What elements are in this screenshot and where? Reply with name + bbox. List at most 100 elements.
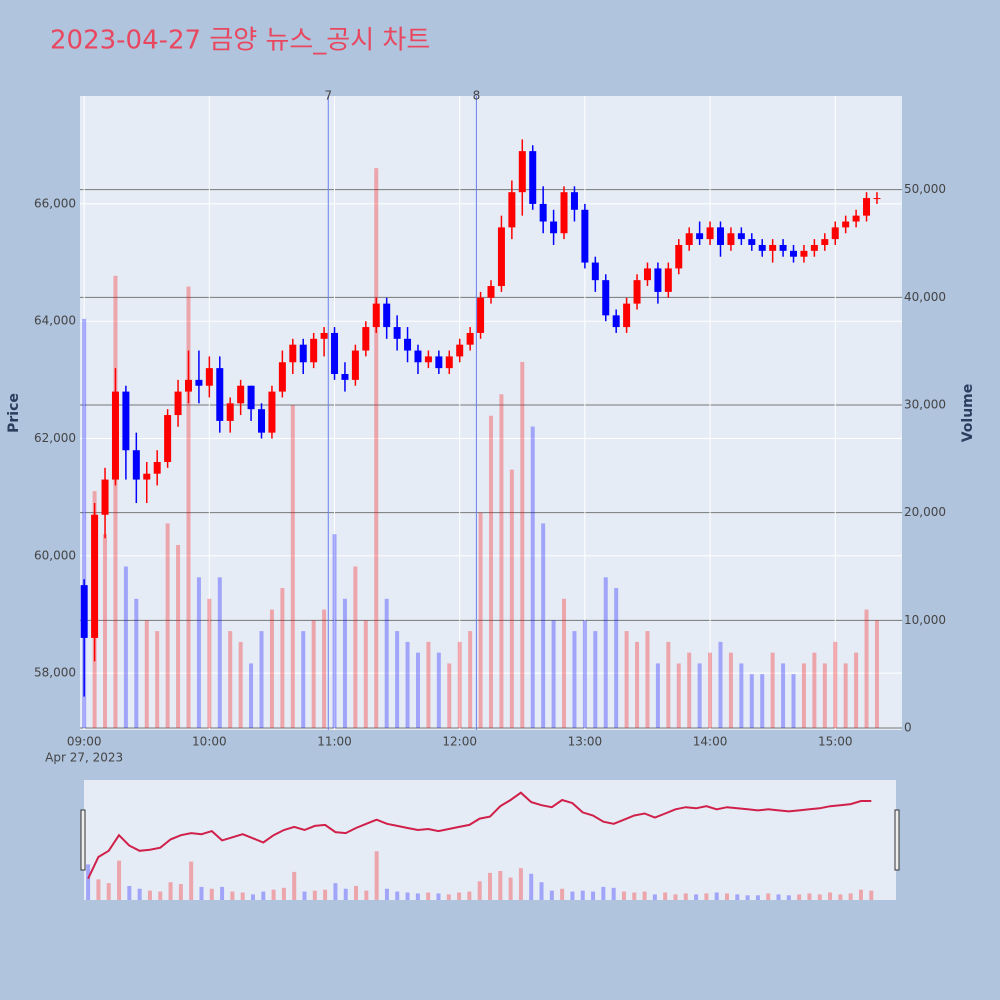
mini-volume-bar: [405, 892, 410, 900]
y-tick-label: 66,000: [34, 196, 76, 210]
candle-body: [633, 280, 641, 304]
mini-volume-bar: [663, 892, 668, 900]
y-tick-label: 60,000: [34, 548, 76, 562]
candle-body: [237, 385, 245, 404]
volume-bar: [238, 641, 243, 728]
candle-body: [727, 233, 735, 245]
candle-body: [873, 198, 881, 200]
range-slider[interactable]: [84, 780, 896, 900]
y2-tick-label: 10,000: [904, 613, 946, 627]
volume-bar: [874, 620, 879, 728]
candle-body: [226, 403, 234, 421]
volume-bar: [791, 674, 796, 728]
candle-body: [497, 227, 505, 287]
y2-tick-label: 50,000: [904, 182, 946, 196]
volume-bar: [353, 566, 358, 728]
mini-volume-bar: [601, 886, 606, 900]
mini-volume-bar: [158, 891, 163, 900]
mini-volume-bar: [766, 893, 771, 900]
mini-volume-bar: [395, 891, 400, 900]
range-handle[interactable]: [80, 809, 86, 871]
x-tick-label: 15:00: [818, 735, 853, 749]
mini-volume-bar: [127, 885, 132, 900]
volume-bar: [196, 577, 201, 728]
mini-volume-bar: [96, 879, 101, 900]
mini-volume-bar: [848, 893, 853, 900]
mini-volume-bar: [178, 884, 183, 900]
volume-bar: [176, 544, 181, 728]
mini-volume-bar: [580, 890, 585, 900]
volume-bar: [123, 566, 128, 728]
mini-volume-bar: [745, 895, 750, 900]
volume-bar: [384, 598, 389, 728]
volume-bar: [489, 415, 493, 728]
volume-bar: [415, 652, 420, 728]
candle-body: [581, 209, 589, 263]
mini-volume-bar: [230, 891, 235, 900]
mini-volume-bar: [117, 860, 122, 900]
candle-body: [654, 268, 662, 292]
candle-body: [769, 244, 777, 251]
volume-bar: [770, 652, 775, 728]
candle-body: [842, 221, 850, 228]
mini-volume-bar: [189, 861, 194, 900]
mini-volume-bar: [312, 890, 317, 900]
volume-bar: [812, 652, 817, 728]
mini-volume-bar: [570, 891, 575, 900]
y-axis-title: Price: [6, 393, 22, 433]
volume-bar: [687, 652, 692, 728]
candle-body: [852, 215, 860, 222]
mini-volume-bar: [281, 887, 286, 900]
candle-body: [466, 332, 474, 345]
mini-volume-bar: [457, 892, 462, 900]
mini-volume-bar: [86, 864, 91, 900]
mini-volume-bar: [477, 881, 482, 900]
volume-bar: [833, 641, 838, 728]
candle-body: [508, 192, 516, 228]
mini-volume-bar: [508, 877, 513, 900]
candle-body: [80, 585, 88, 638]
volume-bar: [207, 598, 212, 728]
candle-body: [800, 250, 808, 257]
mini-volume-bar: [467, 891, 472, 900]
x-date-label: Apr 27, 2023: [45, 751, 123, 765]
volume-bar: [864, 609, 869, 728]
candle-body: [623, 303, 631, 328]
volume-bar: [249, 663, 254, 728]
volume-bar: [103, 534, 108, 728]
volume-bar: [228, 631, 233, 728]
mini-volume-bar: [797, 894, 802, 900]
volume-bar: [843, 663, 848, 728]
volume-bar: [374, 168, 379, 728]
mini-volume-bar: [333, 883, 338, 900]
volume-bar: [854, 652, 859, 728]
mini-volume-bar: [518, 868, 523, 900]
volume-bar: [332, 534, 337, 728]
candle-body: [351, 350, 359, 380]
volume-bar: [676, 663, 681, 728]
x-tick-label: 10:00: [192, 735, 227, 749]
candle-body: [821, 239, 829, 245]
candle-body: [445, 356, 453, 369]
range-handle[interactable]: [894, 809, 900, 871]
candle-body: [414, 350, 422, 363]
candle-body: [289, 344, 297, 363]
mini-volume-bar: [498, 870, 503, 900]
mini-volume-bar: [374, 851, 379, 900]
mini-volume-bar: [621, 891, 626, 900]
candle-body: [591, 262, 599, 281]
candle-body: [570, 192, 578, 210]
mini-volume-bar: [642, 891, 647, 900]
y2-tick-label: 0: [904, 721, 912, 735]
mini-volume-bar: [838, 894, 843, 900]
mini-volume-bar: [220, 886, 225, 900]
volume-bar: [697, 663, 702, 728]
candle-body: [174, 391, 182, 416]
volume-bar: [311, 620, 316, 728]
volume-bar: [363, 620, 368, 728]
mini-volume-bar: [209, 888, 214, 900]
mini-volume-bar: [415, 893, 420, 900]
volume-bar: [562, 598, 567, 728]
candle-body: [685, 233, 693, 245]
mini-volume-bar: [704, 893, 709, 900]
